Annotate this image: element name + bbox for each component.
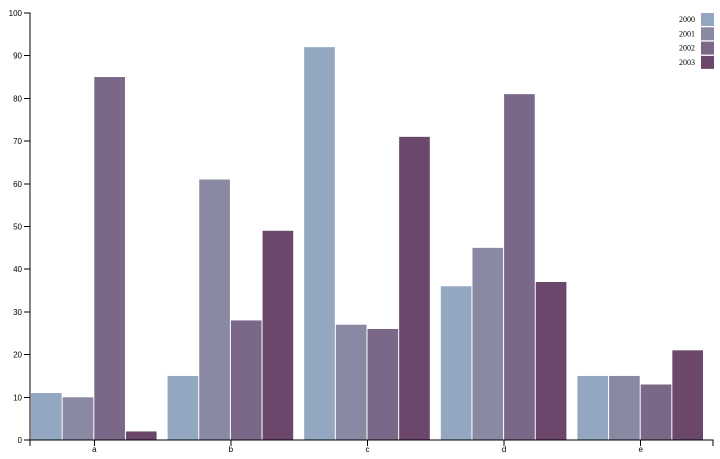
x-tick-label-d: d [502, 445, 506, 454]
bar-b-2001 [199, 179, 230, 440]
y-tick-label-30: 30 [13, 308, 22, 317]
bar-e-2002 [640, 384, 672, 440]
y-tick-label-10: 10 [13, 393, 22, 402]
bar-c-2003 [399, 136, 430, 440]
legend: 2000 2001 2002 2003 [679, 13, 714, 69]
legend-label-2001: 2001 [679, 29, 695, 38]
legend-label-2000: 2000 [679, 15, 695, 24]
bar-a-2003 [125, 431, 157, 440]
legend-swatch-2003 [701, 55, 714, 69]
y-tick-label-100: 100 [9, 9, 23, 18]
legend-swatch-2002 [701, 41, 714, 55]
bar-e-2000 [577, 375, 609, 440]
bar-e-2001 [609, 375, 640, 440]
bars-layer [31, 47, 703, 441]
y-tick-label-90: 90 [13, 52, 22, 61]
bar-d-2003 [535, 282, 567, 440]
bar-c-2001 [335, 324, 367, 440]
x-tick-label-a: a [92, 445, 97, 454]
y-tick-label-50: 50 [13, 223, 22, 232]
x-axis: a b c d e [29, 439, 714, 454]
bar-b-2003 [262, 230, 294, 440]
bar-a-2001 [62, 397, 94, 440]
bar-a-2002 [94, 77, 125, 441]
x-tick-label-e: e [638, 445, 643, 454]
bar-b-2002 [230, 320, 262, 440]
y-tick-label-60: 60 [13, 180, 22, 189]
y-tick-label-80: 80 [13, 94, 22, 103]
y-tick-label-20: 20 [13, 351, 22, 360]
bar-d-2000 [440, 286, 472, 440]
y-tick-label-40: 40 [13, 265, 22, 274]
y-tick-label-70: 70 [13, 137, 22, 146]
y-tick-label-0: 0 [18, 436, 23, 445]
bar-d-2001 [472, 247, 504, 440]
bar-a-2000 [31, 393, 62, 440]
legend-swatch-2000 [701, 13, 714, 26]
bar-c-2000 [304, 47, 335, 440]
bar-d-2002 [504, 94, 535, 440]
bar-b-2000 [167, 375, 199, 440]
x-tick-label-b: b [229, 445, 234, 454]
x-tick-label-c: c [366, 445, 370, 454]
bar-c-2002 [367, 328, 399, 440]
legend-swatch-2001 [701, 27, 714, 41]
x-axis-line [29, 439, 714, 446]
legend-label-2003: 2003 [679, 58, 695, 67]
legend-label-2002: 2002 [679, 44, 695, 53]
bar-e-2003 [672, 350, 703, 440]
y-axis: 0 10 20 30 40 50 60 70 80 90 100 [9, 9, 31, 445]
